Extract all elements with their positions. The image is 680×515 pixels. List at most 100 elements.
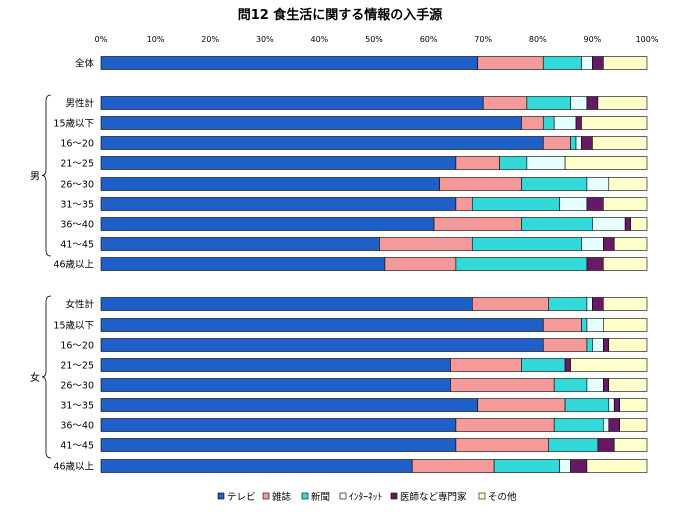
bar-segment (608, 177, 648, 191)
legend-label: 新聞 (311, 491, 330, 503)
category-label: 41～45 (60, 441, 94, 452)
legend-label: 医師など専門家 (400, 491, 467, 503)
bar-segment (521, 116, 544, 130)
bar-segment (450, 378, 555, 392)
category-label: 男性計 (65, 98, 94, 110)
bar-segment (603, 318, 648, 332)
legend-swatch (478, 492, 486, 500)
bar-segment (521, 217, 593, 231)
bar-segment (100, 156, 457, 170)
bar-segment (379, 237, 473, 251)
bar-segment (603, 257, 648, 271)
bar-segment (100, 297, 473, 311)
bar-segment (553, 418, 604, 432)
category-label: 36～40 (60, 421, 94, 432)
bar-segment (592, 297, 604, 311)
bar-segment (586, 257, 604, 271)
category-label: 16～20 (60, 139, 94, 150)
bar-segment (581, 116, 648, 130)
bar-segment (526, 156, 566, 170)
bar-segment (581, 56, 593, 70)
bar-segment (586, 96, 599, 110)
x-tick-label: 50% (365, 35, 383, 44)
bar-segment (603, 338, 610, 352)
bar-segment (575, 116, 582, 130)
bar-segment (100, 318, 544, 332)
bar-segment (559, 459, 571, 473)
bar-segment (597, 96, 648, 110)
x-tick-label: 0% (95, 35, 108, 44)
bar-segment (608, 398, 615, 412)
bar-segment (564, 156, 648, 170)
bar-segment (624, 217, 631, 231)
legend-swatch (339, 492, 347, 500)
bar-segment (100, 237, 380, 251)
bar-segment (100, 338, 544, 352)
bar-segment (553, 378, 588, 392)
x-axis: 0% 10% 20% 30% 40% 50% 60% 70% 80% 90% 100% (95, 35, 659, 44)
legend-swatch (390, 492, 398, 500)
group-label: 女 (30, 371, 40, 384)
bar-segment (603, 418, 610, 432)
legend-label: その他 (488, 491, 517, 503)
legend-swatch (301, 492, 309, 500)
bar-segment (608, 418, 621, 432)
category-label: 46歳以上 (53, 259, 94, 271)
bar-segment (100, 438, 457, 452)
x-tick-label: 10% (147, 35, 165, 44)
x-tick-label: 70% (474, 35, 492, 44)
bar-segment (100, 56, 479, 70)
bar-segment (433, 217, 522, 231)
bar-segment (411, 459, 495, 473)
bar-segment (619, 418, 648, 432)
bar-segment (592, 338, 604, 352)
bar-segment (493, 459, 560, 473)
legend-swatch (217, 492, 225, 500)
bar-segment (100, 398, 479, 412)
legend-swatch (262, 492, 270, 500)
x-tick-label: 90% (584, 35, 602, 44)
bar-segment (630, 217, 648, 231)
bar-segment (526, 96, 571, 110)
bar-segment (586, 338, 593, 352)
group-label: 男 (30, 171, 40, 183)
bar-segment (455, 156, 500, 170)
category-label: 21～25 (60, 159, 94, 170)
bar-segment (592, 56, 604, 70)
bar-segment (586, 177, 610, 191)
bar-segment (597, 438, 615, 452)
group-bracket (41, 94, 52, 257)
bar-segment (570, 96, 588, 110)
legend-label: ｲﾝﾀｰﾈｯﾄ (349, 492, 383, 503)
bar-segment (542, 56, 582, 70)
bar-segment (581, 237, 604, 251)
bar-segment (603, 237, 615, 251)
bar-segment (482, 96, 528, 110)
bar-segment (613, 438, 648, 452)
category-label: 36～40 (60, 220, 94, 231)
bar-segment (542, 136, 571, 150)
bar-segment (100, 257, 386, 271)
chart-title: 問12 食生活に関する情報の入手源 (238, 7, 443, 23)
bar-segment (439, 177, 522, 191)
bar-segment (477, 398, 566, 412)
bar-segment (564, 358, 571, 372)
category-label: 41～45 (60, 240, 94, 251)
x-tick-label: 60% (420, 35, 438, 44)
bar-segment (100, 358, 451, 372)
x-tick-label: 30% (256, 35, 274, 44)
bar-segment (542, 116, 555, 130)
x-tick-label: 40% (311, 35, 329, 44)
bar-segment (581, 136, 593, 150)
bar-segment (570, 358, 648, 372)
category-label: 女性計 (65, 299, 94, 311)
group-bracket (41, 295, 52, 459)
category-label: 31～35 (60, 200, 94, 211)
bar-segment (455, 438, 550, 452)
bar-segment (613, 398, 620, 412)
category-label: 26～30 (60, 381, 94, 392)
bar-segment (100, 459, 413, 473)
bar-segment (575, 136, 582, 150)
